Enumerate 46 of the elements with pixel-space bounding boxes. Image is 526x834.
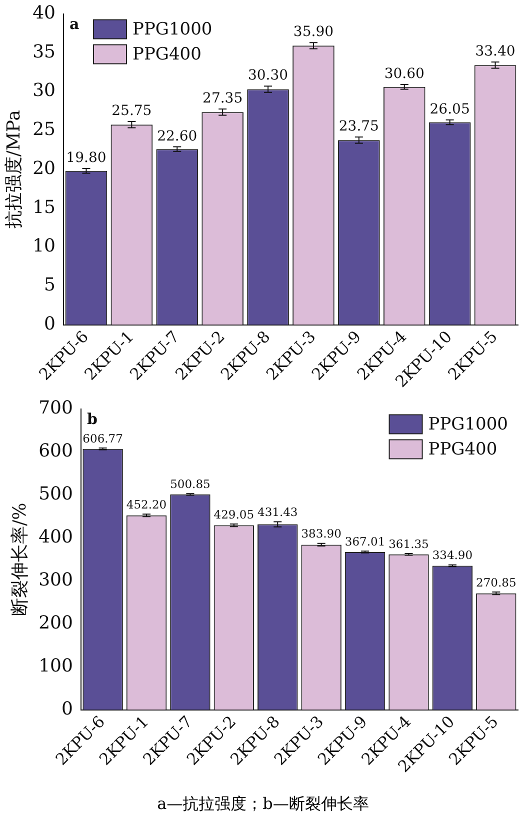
data-label: 27.35 — [202, 90, 243, 107]
data-label: 334.90 — [432, 548, 473, 562]
y-tick-label: 600 — [38, 440, 73, 462]
y-tick-label: 400 — [38, 526, 73, 548]
data-label: 383.90 — [301, 526, 342, 541]
data-label: 33.40 — [475, 44, 516, 60]
data-label: 26.05 — [430, 102, 470, 118]
data-label: 30.30 — [248, 68, 288, 84]
y-tick-label: 10 — [32, 236, 56, 257]
data-label: 429.05 — [214, 507, 254, 522]
y-axis-title: 抗拉强度/MPa — [3, 110, 24, 229]
data-label: 19.80 — [66, 150, 106, 166]
chart-title: b — [86, 410, 98, 428]
legend-label: PPG400 — [132, 44, 202, 65]
data-label: 30.60 — [384, 66, 424, 82]
y-tick-label: 700 — [38, 397, 73, 418]
text: a—抗拉强度；b—断裂伸长率 — [156, 794, 370, 815]
y-tick-label: 500 — [38, 483, 73, 504]
data-label: 25.75 — [112, 103, 152, 120]
data-label: 35.90 — [293, 24, 334, 40]
y-tick-label: 0 — [44, 313, 56, 334]
y-tick-label: 200 — [38, 612, 73, 634]
data-label: 606.77 — [82, 431, 123, 446]
data-label: 22.60 — [157, 128, 198, 144]
data-label: 361.35 — [388, 536, 429, 551]
y-tick-label: 0 — [62, 698, 73, 720]
data-label: 23.75 — [338, 118, 379, 135]
legend-label: PPG1000 — [132, 20, 212, 40]
y-axis-title: 断裂伸长率/% — [9, 502, 30, 616]
y-tick-label: 40 — [32, 2, 56, 24]
legend-label: PPG1000 — [428, 414, 508, 435]
data-label: 431.43 — [258, 504, 298, 519]
y-tick-label: 20 — [32, 158, 56, 179]
data-label: 452.20 — [126, 497, 167, 512]
y-tick-label: 100 — [38, 655, 73, 676]
data-label: 500.85 — [170, 476, 210, 491]
y-tick-label: 300 — [38, 569, 73, 590]
legend-label: PPG400 — [428, 440, 498, 460]
y-tick-label: 25 — [32, 119, 56, 140]
data-label: 270.85 — [476, 575, 516, 590]
data-label: 367.01 — [344, 534, 386, 548]
y-tick-label: 15 — [32, 196, 56, 218]
y-tick-label: 5 — [44, 274, 56, 296]
y-tick-label: 35 — [32, 41, 56, 62]
chart-title: a — [70, 15, 80, 34]
y-tick-label: 30 — [32, 80, 56, 102]
